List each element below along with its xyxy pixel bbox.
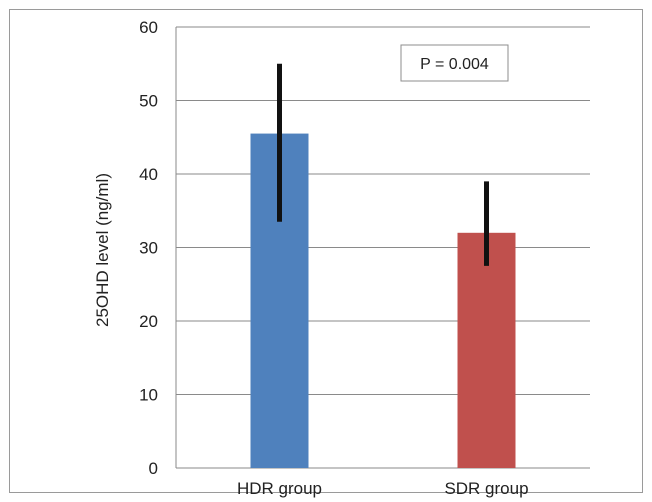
y-tick-label: 60	[139, 18, 158, 37]
y-tick-label: 0	[149, 459, 158, 478]
y-tick-label: 20	[139, 312, 158, 331]
gridlines	[176, 26, 590, 469]
p-value-annotation: P = 0.004	[400, 44, 509, 82]
y-axis-title: 25OHD level (ng/ml)	[93, 173, 112, 327]
chart-frame	[9, 9, 643, 493]
x-axis-labels: HDR group SDR group	[237, 479, 529, 498]
y-tick-label: 10	[139, 386, 158, 405]
bar-sdr-group	[457, 232, 516, 468]
bars	[250, 133, 516, 468]
error-bars	[277, 63, 489, 266]
x-tick-label: SDR group	[444, 479, 528, 498]
x-tick-label: HDR group	[237, 479, 322, 498]
y-tick-label: 50	[139, 92, 158, 111]
y-axis: 0 10 20 30 40 50 60	[139, 18, 177, 478]
y-tick-label: 40	[139, 165, 158, 184]
p-value-label: P = 0.004	[420, 56, 489, 73]
p-value-box	[400, 44, 509, 82]
y-tick-label: 30	[139, 239, 158, 258]
